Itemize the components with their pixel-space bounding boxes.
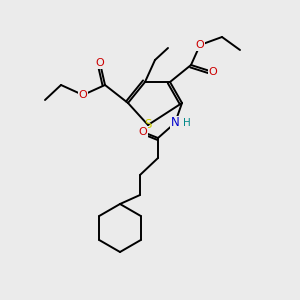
Text: O: O bbox=[196, 40, 204, 50]
Text: H: H bbox=[183, 118, 191, 128]
Text: O: O bbox=[139, 127, 147, 137]
Text: S: S bbox=[144, 118, 152, 131]
Text: O: O bbox=[79, 90, 87, 100]
Text: O: O bbox=[208, 67, 217, 77]
Text: N: N bbox=[171, 116, 179, 130]
Text: O: O bbox=[96, 58, 104, 68]
